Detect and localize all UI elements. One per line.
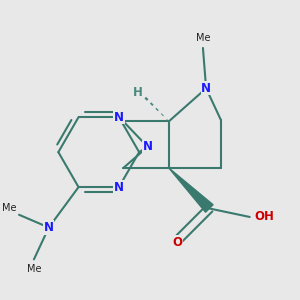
Text: N: N — [201, 82, 211, 95]
Polygon shape — [169, 168, 213, 212]
Text: N: N — [114, 111, 124, 124]
Text: H: H — [133, 86, 143, 99]
Text: Me: Me — [27, 264, 41, 274]
Text: N: N — [114, 181, 124, 194]
Text: OH: OH — [255, 211, 274, 224]
Text: Me: Me — [196, 33, 210, 43]
Text: Me: Me — [2, 202, 17, 213]
Text: N: N — [143, 140, 153, 153]
Text: N: N — [44, 221, 54, 234]
Text: O: O — [172, 236, 182, 249]
